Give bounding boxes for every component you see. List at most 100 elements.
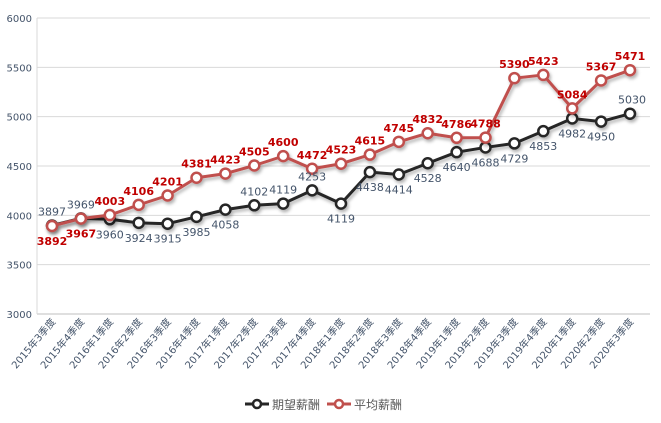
series-average-salary bbox=[45, 63, 637, 233]
data-point bbox=[421, 126, 434, 140]
data-point bbox=[392, 135, 406, 149]
y-tick-label: 3500 bbox=[7, 261, 32, 272]
data-label: 4729 bbox=[500, 152, 528, 165]
data-point bbox=[132, 198, 145, 212]
data-label: 4832 bbox=[412, 113, 443, 126]
data-label: 4688 bbox=[472, 156, 500, 169]
x-axis: 2015年3季度2015年4季度2016年1季度2016年2季度2016年3季度… bbox=[9, 316, 637, 372]
data-label: 3915 bbox=[154, 233, 182, 246]
data-point bbox=[537, 124, 550, 138]
data-point bbox=[190, 171, 203, 184]
data-label: 4119 bbox=[327, 213, 355, 226]
data-point bbox=[219, 203, 232, 216]
data-point bbox=[248, 199, 261, 212]
data-label: 4786 bbox=[441, 118, 472, 131]
data-label: 4615 bbox=[355, 135, 386, 148]
data-label: 4423 bbox=[210, 154, 241, 167]
data-label: 4201 bbox=[152, 176, 183, 189]
data-point bbox=[219, 167, 232, 180]
data-label: 4950 bbox=[587, 131, 615, 144]
data-point bbox=[392, 168, 406, 181]
data-label: 4058 bbox=[211, 219, 239, 232]
data-label: 4640 bbox=[443, 161, 471, 174]
data-point bbox=[305, 162, 319, 176]
data-label: 4853 bbox=[529, 140, 557, 153]
data-point bbox=[103, 208, 117, 222]
data-label: 3969 bbox=[67, 198, 95, 211]
data-point bbox=[479, 131, 492, 144]
legend-marker bbox=[333, 398, 345, 410]
data-label: 3924 bbox=[125, 232, 153, 245]
gridlines bbox=[37, 17, 650, 315]
data-point bbox=[537, 68, 550, 82]
y-tick-label: 5000 bbox=[7, 113, 32, 124]
data-label: 3892 bbox=[37, 235, 68, 248]
data-label: 4788 bbox=[470, 118, 501, 131]
data-label: 3985 bbox=[183, 226, 211, 239]
data-label: 4102 bbox=[240, 185, 268, 198]
y-tick-label: 4000 bbox=[7, 211, 32, 222]
data-point bbox=[623, 63, 637, 77]
data-label: 5423 bbox=[528, 55, 559, 68]
data-point bbox=[623, 107, 637, 120]
legend-item: 期望薪酬 bbox=[245, 398, 320, 412]
data-point bbox=[363, 165, 377, 179]
data-label: 4381 bbox=[181, 158, 212, 171]
series-layer bbox=[45, 63, 637, 233]
legend-item: 平均薪酬 bbox=[327, 398, 402, 412]
data-point bbox=[508, 71, 521, 85]
data-label: 3960 bbox=[96, 228, 124, 241]
data-point bbox=[334, 197, 348, 210]
data-label: 4003 bbox=[94, 195, 125, 208]
legend: 期望薪酬 平均薪酬 bbox=[245, 398, 402, 412]
data-label: 5084 bbox=[557, 88, 588, 101]
data-label: 5367 bbox=[586, 60, 617, 73]
data-point bbox=[276, 149, 290, 163]
data-label: 4438 bbox=[356, 181, 384, 194]
data-point bbox=[594, 74, 608, 87]
data-point bbox=[508, 137, 521, 150]
data-point bbox=[161, 189, 174, 202]
y-tick-label: 6000 bbox=[7, 14, 32, 25]
legend-label: 期望薪酬 bbox=[272, 398, 320, 412]
data-point bbox=[450, 145, 463, 159]
data-point bbox=[161, 217, 174, 230]
data-point bbox=[334, 157, 348, 170]
data-label: 4523 bbox=[326, 144, 357, 157]
data-label: 4505 bbox=[239, 146, 270, 159]
data-point bbox=[132, 216, 145, 230]
data-label: 4528 bbox=[414, 172, 442, 185]
data-point bbox=[450, 131, 463, 145]
data-point bbox=[45, 219, 59, 233]
data-point bbox=[276, 197, 290, 210]
data-point bbox=[565, 112, 579, 125]
data-label: 4253 bbox=[298, 170, 326, 183]
legend-marker bbox=[251, 398, 263, 410]
data-point bbox=[305, 184, 319, 197]
data-point bbox=[74, 212, 88, 225]
data-label: 4745 bbox=[383, 122, 414, 135]
data-point bbox=[421, 156, 434, 170]
data-label: 3967 bbox=[66, 228, 97, 241]
data-label: 4600 bbox=[268, 136, 299, 149]
data-label: 4982 bbox=[558, 127, 586, 140]
y-axis: 3000 3500 4000 4500 5000 5500 6000 bbox=[7, 14, 38, 321]
data-label: 4106 bbox=[123, 185, 154, 198]
data-label: 4414 bbox=[385, 183, 413, 196]
y-tick-label: 3000 bbox=[7, 310, 32, 321]
data-point bbox=[363, 148, 377, 161]
y-tick-label: 5500 bbox=[7, 63, 32, 74]
data-label: 5030 bbox=[618, 94, 646, 107]
data-point bbox=[479, 141, 492, 154]
data-label: 3897 bbox=[38, 205, 66, 218]
data-label: 4119 bbox=[269, 184, 297, 197]
y-tick-label: 4500 bbox=[7, 162, 32, 173]
data-label: 5390 bbox=[499, 58, 530, 71]
data-point bbox=[248, 159, 261, 172]
data-point bbox=[565, 102, 579, 115]
legend-label: 平均薪酬 bbox=[354, 398, 402, 412]
data-label: 5471 bbox=[615, 50, 646, 63]
data-label: 4472 bbox=[297, 149, 328, 162]
